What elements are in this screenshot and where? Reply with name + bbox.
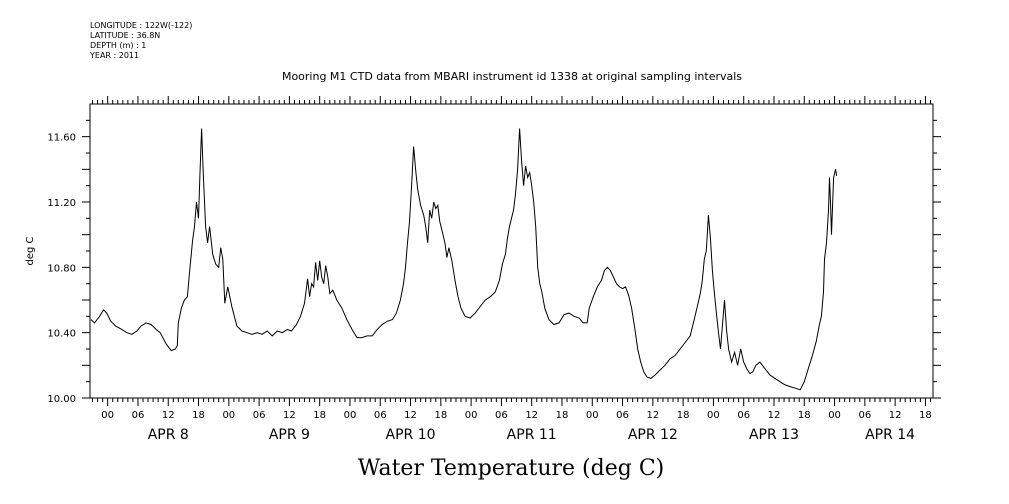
x-tick-label: 00	[222, 410, 235, 421]
x-tick-label: 12	[889, 410, 902, 421]
day-label: APR 9	[269, 427, 310, 443]
day-label: APR 11	[507, 427, 557, 443]
x-tick-label: 12	[404, 410, 417, 421]
x-tick-label: 00	[586, 410, 599, 421]
x-tick-label: 00	[101, 410, 114, 421]
temperature-series-line	[90, 128, 838, 391]
chart-title: Mooring M1 CTD data from MBARI instrumen…	[282, 70, 742, 83]
x-tick-label: 00	[465, 410, 478, 421]
x-tick-label: 00	[828, 410, 841, 421]
x-tick-label: 12	[768, 410, 781, 421]
x-tick-label: 06	[858, 410, 871, 421]
metadata-block: LONGITUDE : 122W(-122) LATITUDE : 36.8N …	[90, 21, 192, 61]
meta-longitude: LONGITUDE : 122W(-122)	[90, 21, 193, 30]
x-tick-label: 06	[253, 410, 266, 421]
x-tick-label: 06	[374, 410, 387, 421]
x-tick-label: 18	[556, 410, 569, 421]
meta-depth: DEPTH (m) : 1	[90, 41, 147, 50]
day-label: APR 14	[865, 427, 915, 443]
y-tick-label: 11.20	[47, 198, 76, 209]
x-tick-label: 18	[919, 410, 932, 421]
plot-frame	[89, 103, 934, 399]
meta-year: YEAR : 2011	[90, 51, 140, 60]
ticks-layer: 00 06 12 18 00 06 12 18 00 06 12 18 00 06 12 18 00 06 12 18…	[47, 96, 941, 443]
x-tick-label: 12	[525, 410, 538, 421]
x-tick-label: 00	[707, 410, 720, 421]
y-tick-label: 10.40	[47, 329, 76, 340]
x-tick-label: 18	[798, 410, 811, 421]
x-tick-label: 00	[344, 410, 357, 421]
y-axis-label: deg C	[25, 236, 36, 265]
x-tick-label: 06	[737, 410, 750, 421]
y-tick-label: 11.60	[47, 133, 76, 144]
x-tick-label: 06	[495, 410, 508, 421]
y-tick-label: 10.80	[47, 263, 76, 274]
x-tick-label: 12	[283, 410, 296, 421]
x-tick-label: 18	[192, 410, 205, 421]
x-tick-label: 18	[434, 410, 447, 421]
x-tick-label: 18	[677, 410, 690, 421]
x-tick-label: 12	[162, 410, 175, 421]
day-label: APR 10	[386, 427, 436, 443]
x-tick-label: 18	[313, 410, 326, 421]
day-label: APR 13	[749, 427, 799, 443]
x-tick-label: 06	[132, 410, 145, 421]
x-tick-label: 06	[616, 410, 629, 421]
day-label: APR 12	[628, 427, 678, 443]
day-label: APR 8	[148, 427, 189, 443]
x-axis-label: Water Temperature (deg C)	[358, 456, 665, 481]
y-tick-label: 10.00	[47, 394, 76, 405]
meta-latitude: LATITUDE : 36.8N	[90, 31, 161, 40]
x-tick-label: 12	[646, 410, 659, 421]
